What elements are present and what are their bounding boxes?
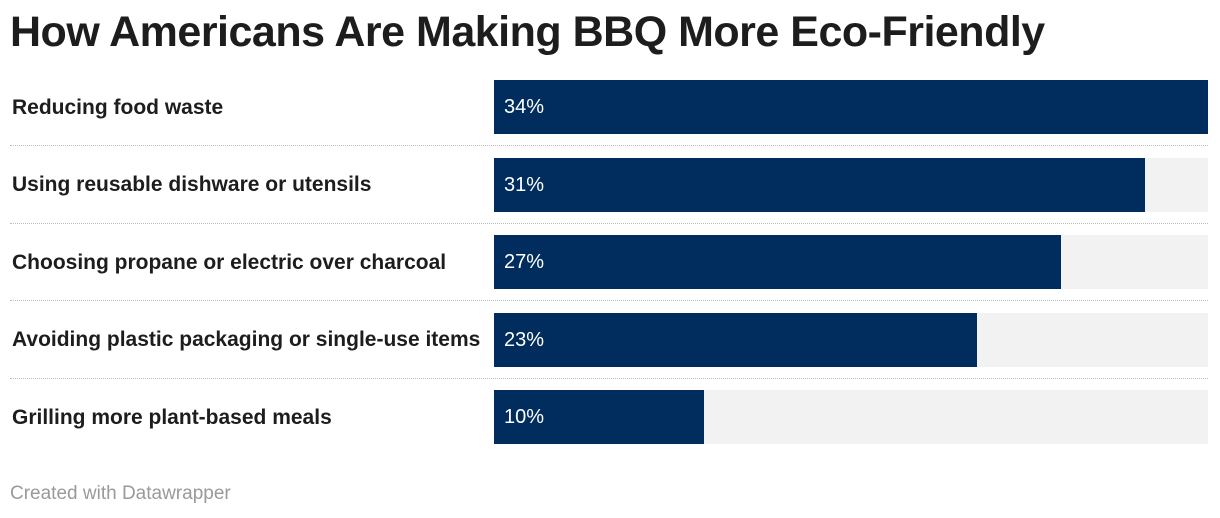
bar <box>494 157 1145 212</box>
bar <box>494 235 1061 289</box>
row-separator <box>10 300 1208 301</box>
bar <box>494 390 704 444</box>
bar-track: 23% <box>494 312 1208 367</box>
category-label: Avoiding plastic packaging or single-use… <box>12 328 481 351</box>
value-label: 23% <box>504 328 545 351</box>
bar <box>494 312 977 367</box>
category-label: Choosing propane or electric over charco… <box>12 250 447 274</box>
category-label: Grilling more plant-based meals <box>12 405 332 429</box>
row-separator <box>10 145 1208 146</box>
bar-track: 10% <box>494 390 1208 444</box>
category-label: Reducing food waste <box>12 95 224 119</box>
bar <box>494 80 1208 134</box>
value-label: 10% <box>504 406 545 428</box>
value-label: 34% <box>504 96 545 118</box>
bar-track: 31% <box>494 157 1208 212</box>
row-separator <box>10 222 1208 224</box>
chart-title: How Americans Are Making BBQ More Eco-Fr… <box>10 8 1045 56</box>
value-label: 27% <box>504 251 545 273</box>
value-label: 31% <box>504 173 545 196</box>
bar-track: 34% <box>494 80 1208 134</box>
bar-track: 27% <box>494 235 1208 289</box>
datawrapper-credit: Created with Datawrapper <box>10 483 231 504</box>
category-label: Using reusable dishware or utensils <box>12 173 372 196</box>
row-separator <box>10 377 1208 379</box>
